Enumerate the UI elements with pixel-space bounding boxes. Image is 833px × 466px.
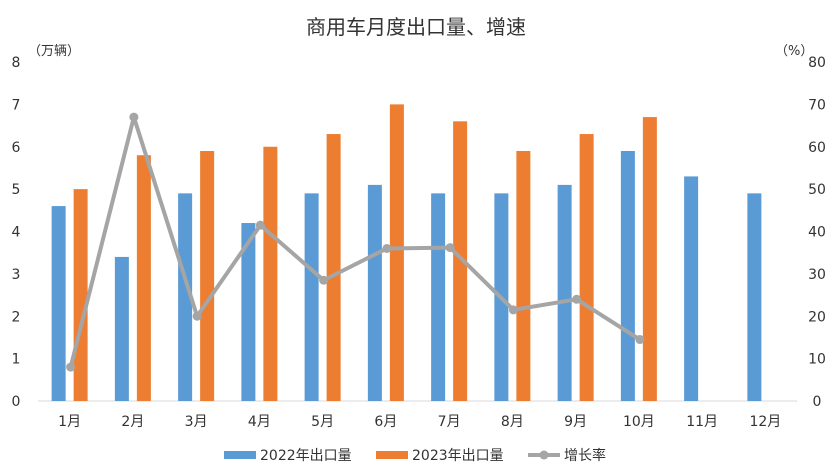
bar-2023 (200, 150, 215, 401)
growth-line (66, 112, 645, 372)
y-right-tick-label: 40 (808, 225, 826, 241)
x-tick-label: 4月 (248, 414, 271, 430)
bar-2023 (136, 155, 151, 401)
y-left-tick-label: 1 (12, 352, 21, 368)
x-tick-label: 6月 (374, 414, 397, 430)
y-right-tick-label: 80 (808, 55, 826, 71)
legend-label: 增长率 (564, 447, 606, 464)
x-tick-label: 9月 (564, 414, 587, 430)
chart-title: 商用车月度出口量、增速 (306, 15, 526, 39)
bar-2022 (114, 256, 129, 401)
x-tick-label: 12月 (749, 414, 781, 430)
bar-2023 (326, 134, 341, 401)
growth-rate-point (319, 275, 329, 285)
bar-2023 (516, 150, 531, 401)
bar-2022 (747, 193, 762, 401)
x-tick-label: 2月 (121, 414, 144, 430)
growth-rate-point (635, 335, 645, 345)
y-left-tick-label: 6 (12, 140, 21, 156)
bar-2022 (51, 206, 66, 401)
x-tick-label: 5月 (311, 414, 334, 430)
y-left-tick-label: 4 (12, 225, 21, 241)
y-left-tick-label: 2 (12, 309, 21, 325)
bar-2022 (684, 176, 699, 401)
legend-label: 2023年出口量 (412, 448, 504, 464)
legend: 2022年出口量 2023年出口量 增长率 (224, 447, 606, 464)
x-tick-label: 10月 (623, 414, 655, 430)
y-right-tick-label: 50 (808, 182, 826, 198)
bar-2022 (304, 193, 319, 401)
bar-2022 (620, 150, 635, 401)
bar-2023 (453, 121, 468, 401)
bar-2023 (579, 134, 594, 401)
bar-2022 (241, 223, 256, 401)
x-tick-label: 1月 (58, 414, 81, 430)
y-left-tick-label: 0 (12, 394, 21, 410)
growth-rate-point (508, 305, 518, 315)
bars (51, 104, 762, 402)
growth-rate-point (129, 112, 139, 122)
x-tick-label: 7月 (438, 414, 461, 430)
bar-2022 (431, 193, 446, 401)
legend-swatch (376, 451, 408, 459)
y-left-tick-label: 5 (12, 182, 21, 198)
legend-marker (539, 450, 549, 460)
growth-rate-point (66, 362, 76, 372)
y-right-tick-label: 30 (808, 267, 826, 283)
x-tick-label: 3月 (185, 414, 208, 430)
left-axis-unit: （万辆） (28, 44, 80, 59)
legend-swatch (224, 451, 256, 459)
bar-2023 (73, 189, 88, 401)
bar-2023 (389, 104, 404, 401)
right-axis-unit: （%） (775, 44, 813, 59)
growth-rate-point (192, 311, 202, 321)
growth-rate-point (572, 294, 582, 304)
x-tick-label: 11月 (686, 414, 718, 430)
legend-label: 2022年出口量 (260, 448, 352, 464)
bar-2022 (178, 193, 193, 401)
growth-rate-point (445, 243, 455, 253)
bar-2023 (263, 146, 278, 401)
y-right-tick-label: 20 (808, 309, 826, 325)
growth-rate-point (382, 243, 392, 253)
bar-2023 (642, 117, 657, 402)
y-right-tick-label: 0 (813, 394, 822, 410)
y-left-tick-label: 8 (12, 55, 21, 71)
y-right-tick-label: 10 (808, 352, 826, 368)
x-tick-label: 8月 (501, 414, 524, 430)
y-right-tick-label: 60 (808, 140, 826, 156)
bar-2022 (557, 184, 572, 401)
growth-rate-point (255, 220, 265, 230)
growth-rate-line (68, 115, 642, 370)
bar-2022 (367, 184, 382, 401)
y-left-tick-label: 3 (12, 267, 21, 283)
y-right-tick-label: 70 (808, 97, 826, 113)
y-left-tick-label: 7 (12, 97, 21, 113)
